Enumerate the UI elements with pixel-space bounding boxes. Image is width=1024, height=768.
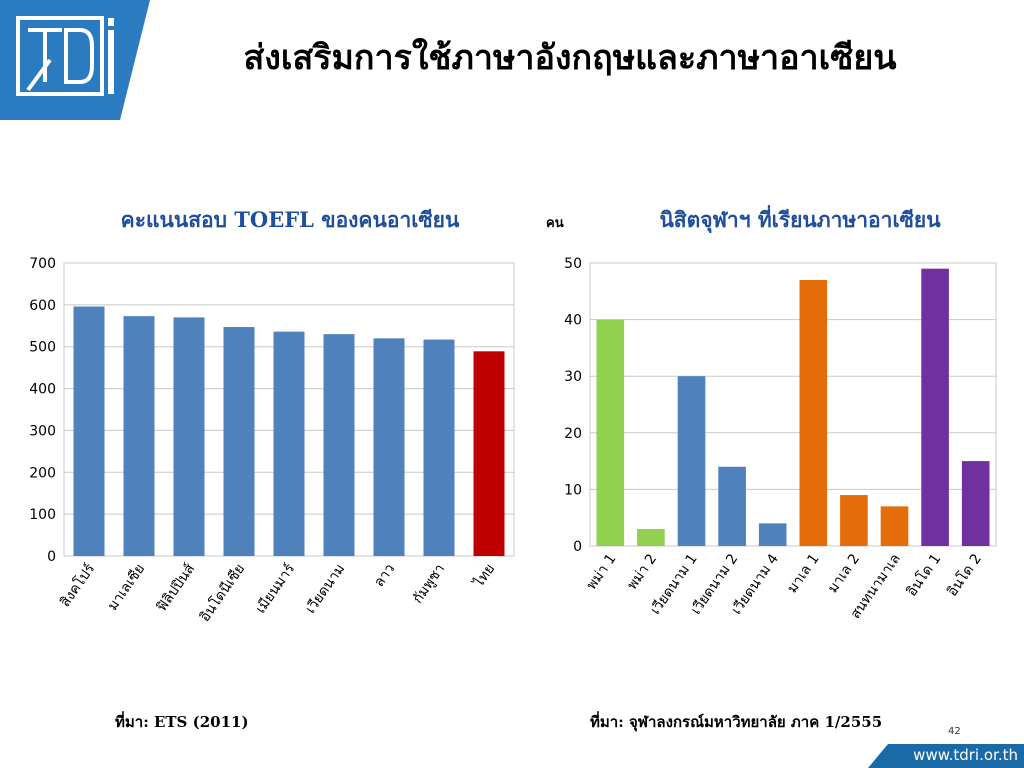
x-category-label: อินโด 2	[944, 551, 985, 600]
bar	[373, 338, 405, 556]
x-category-label: ฟิลิปปินส์	[153, 560, 198, 615]
bar	[637, 529, 665, 546]
x-category-label: กัมพูชา	[410, 561, 449, 606]
y-tick-label: 100	[29, 507, 56, 523]
bar	[596, 319, 625, 546]
bar	[323, 334, 355, 556]
left-source-note: ที่มา: ETS (2011)	[115, 713, 249, 731]
y-tick-label: 400	[29, 382, 56, 398]
y-tick-label: 300	[29, 423, 56, 439]
x-category-label: พม่า 1	[584, 551, 620, 593]
unit-label: คน	[546, 216, 564, 231]
y-tick-label: 50	[564, 256, 582, 272]
footer-bar: www.tdri.or.th	[868, 744, 1024, 768]
y-tick-label: 30	[564, 369, 582, 385]
bar	[473, 351, 505, 556]
y-tick-label: 200	[29, 465, 56, 481]
x-category-label: ลาว	[371, 561, 398, 590]
page-number: 42	[948, 726, 961, 737]
bar	[880, 506, 909, 546]
y-tick-label: 20	[564, 426, 582, 442]
bar	[173, 317, 205, 556]
x-category-label: ไทย	[470, 561, 499, 592]
x-category-label: มาเลเซีย	[105, 561, 148, 614]
bar	[840, 495, 868, 546]
y-tick-label: 10	[564, 482, 582, 498]
x-category-label: อินโดนีเซีย	[196, 561, 248, 625]
x-category-label: มาเล 2	[825, 551, 863, 596]
bar	[718, 466, 746, 546]
x-category-label: พม่า 2	[624, 551, 660, 593]
y-tick-label: 0	[47, 549, 56, 565]
toefl-chart-title: คะแนนสอบ TOEFL ของคนอาเซียน	[120, 207, 460, 232]
bar	[273, 331, 305, 556]
x-category-label: มาเล 1	[784, 551, 822, 596]
right-source-note: ที่มา: จุฬาลงกรณ์มหาวิทยาลัย ภาค 1/2555	[590, 713, 883, 731]
y-tick-label: 0	[573, 539, 582, 555]
y-tick-label: 700	[29, 256, 56, 272]
slide-title: ส่งเสริมการใช้ภาษาอังกฤษและภาษาอาเซียน	[243, 38, 897, 78]
students-chart-title: นิสิตจุฬาฯ ที่เรียนภาษาอาเซียน	[659, 207, 941, 232]
logo-banner	[0, 0, 150, 120]
x-category-label: เมียนมาร์	[252, 560, 299, 616]
bar	[921, 268, 949, 546]
y-tick-label: 500	[29, 340, 56, 356]
tdri-logo-icon	[0, 0, 150, 120]
y-tick-label: 600	[29, 298, 56, 314]
bar	[73, 306, 105, 556]
bar	[423, 339, 455, 556]
x-category-label: อินโด 1	[903, 551, 944, 600]
bar	[799, 279, 828, 546]
bar	[758, 523, 787, 546]
x-category-label: เวียดนาม	[303, 561, 349, 617]
toefl-bar-chart: 0 100 200 300 400 500 600 700 สิงคโปร์ มาเลเซีย ฟิ…	[29, 256, 515, 625]
x-category-label: สิงคโปร์	[56, 560, 98, 610]
bar	[677, 376, 706, 546]
bar	[223, 327, 255, 556]
footer-url: www.tdri.or.th	[913, 746, 1018, 764]
y-tick-label: 40	[564, 313, 582, 329]
bar	[961, 461, 990, 546]
bar	[123, 316, 155, 556]
